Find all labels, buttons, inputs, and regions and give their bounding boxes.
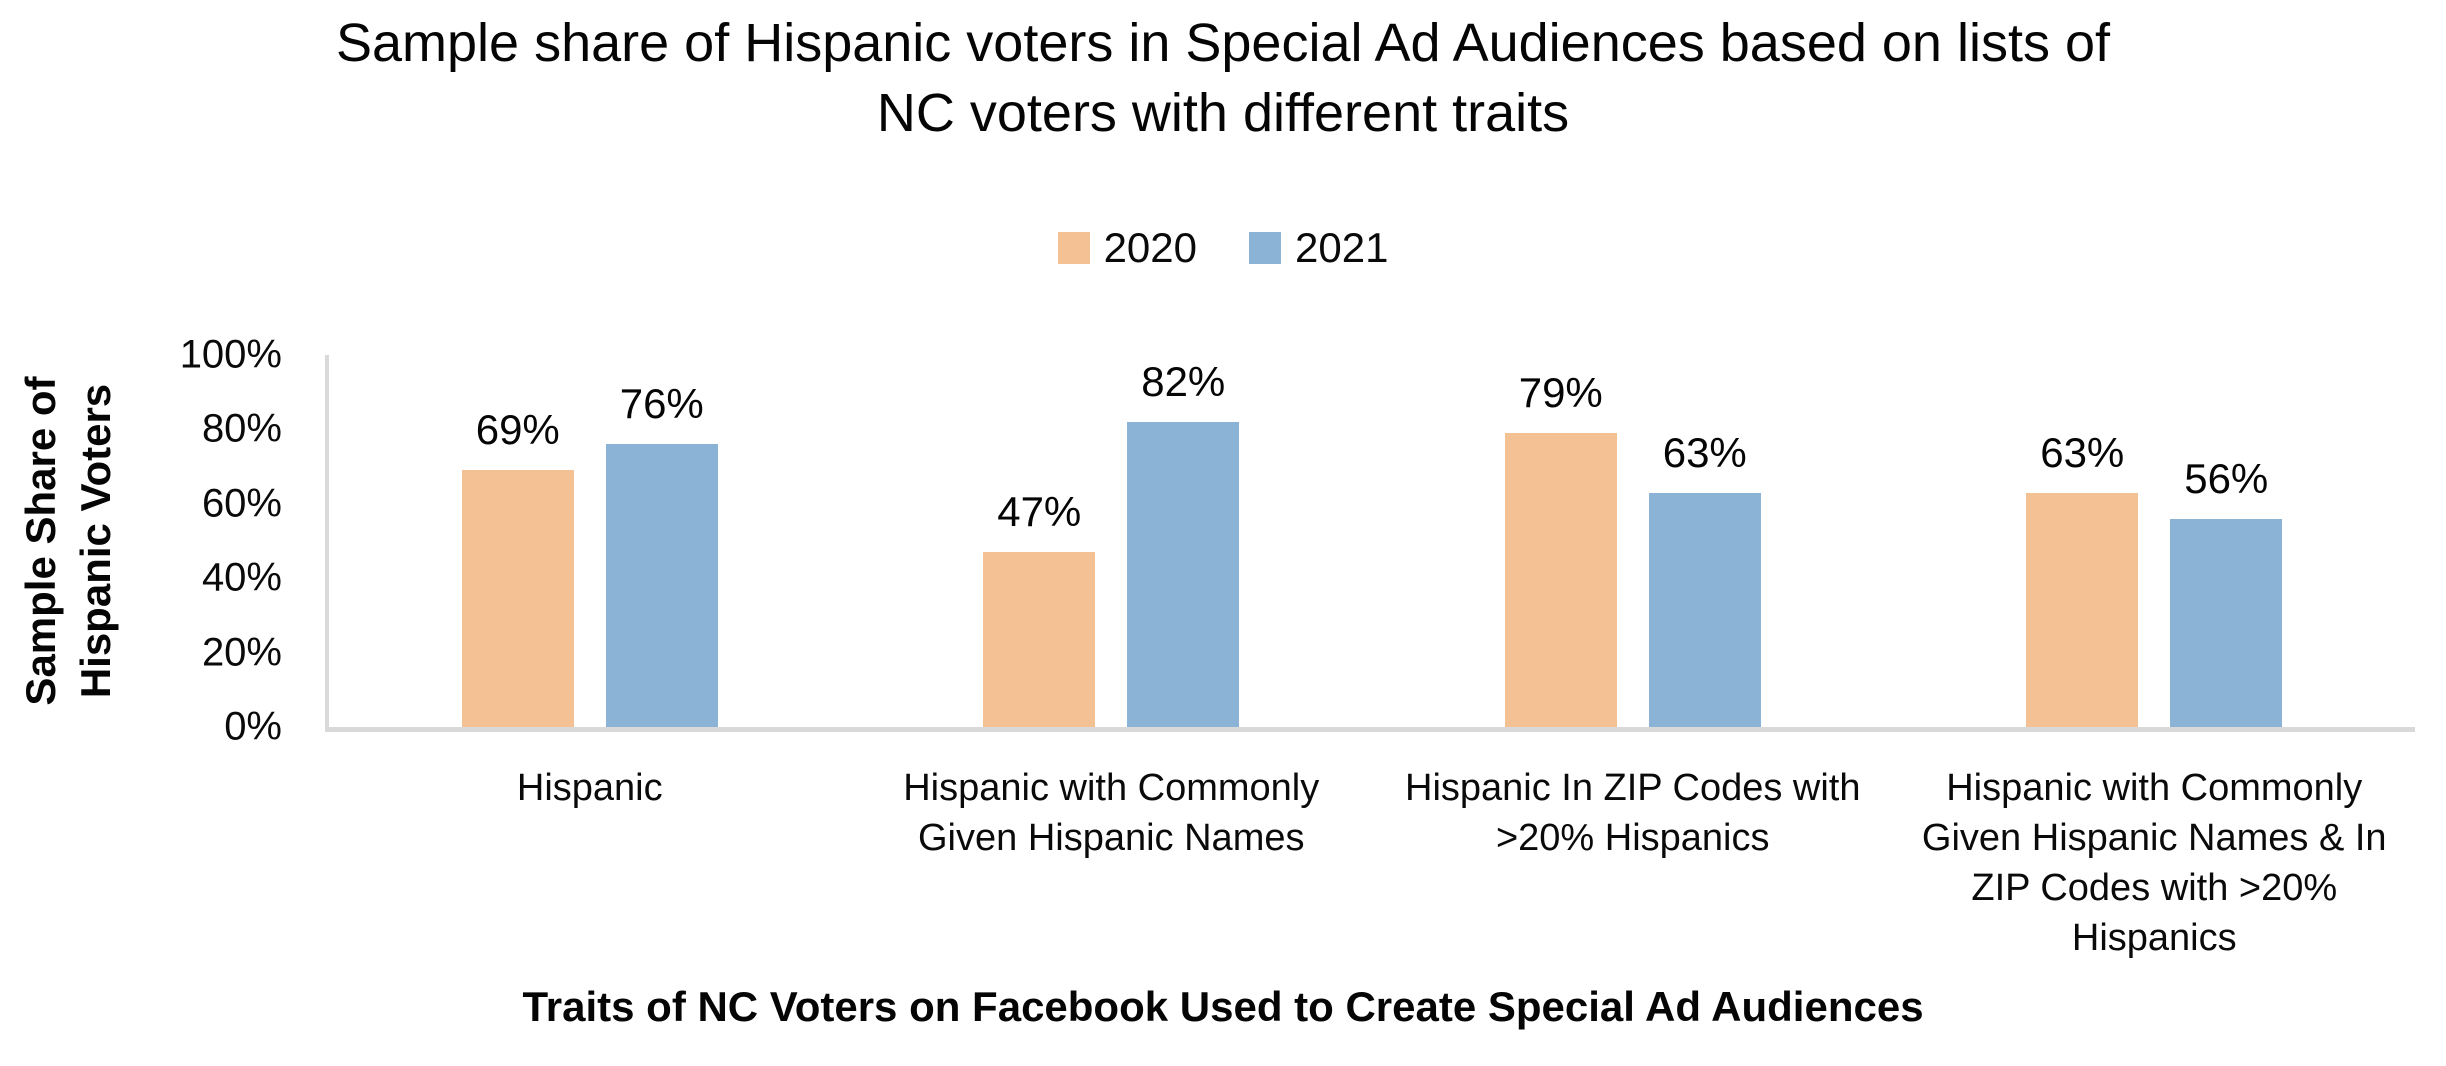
bar-2021-category-3: 56% bbox=[2170, 455, 2283, 727]
chart-title: Sample share of Hispanic voters in Speci… bbox=[335, 13, 2110, 144]
bar-value-label: 56% bbox=[2184, 454, 2269, 502]
legend: 2020 2021 bbox=[0, 224, 2446, 272]
bar-group-2: 79% 63% Hispanic In ZIP Codes with >20% Hi… bbox=[1372, 355, 1894, 859]
plot-area: 69% 76% Hispanic 47% 82% Hispanic with Common… bbox=[325, 355, 2416, 960]
bar-groups: 69% 76% Hispanic 47% 82% Hispanic with Common… bbox=[329, 355, 2416, 960]
y-tick-label: 0% bbox=[224, 704, 282, 749]
bar-value-label: 63% bbox=[2040, 428, 2125, 476]
bar-group-1: 47% 82% Hispanic with Commonly Given Hispa… bbox=[851, 355, 1373, 859]
category-label-3: Hispanic with Commonly Given Hispanic Na… bbox=[1921, 767, 2387, 960]
bar-2021-category-0: 76% bbox=[605, 380, 718, 727]
legend-swatch-2021 bbox=[1249, 232, 1281, 264]
y-tick-label: 60% bbox=[201, 481, 282, 526]
bar-2020-category-3: 63% bbox=[2026, 429, 2139, 727]
bar-2020-category-2: 79% bbox=[1504, 369, 1617, 727]
legend-label-2020: 2020 bbox=[1103, 224, 1197, 271]
legend-swatch-2020 bbox=[1057, 232, 1090, 264]
bar-value-label: 76% bbox=[619, 380, 704, 428]
bar-group-3: 63% 56% Hispanic with Commonly Given Hispa… bbox=[1894, 355, 2416, 960]
category-label-0: Hispanic bbox=[516, 767, 663, 809]
bar-2021-category-2: 63% bbox=[1648, 429, 1761, 727]
bar-2020-category-1: 47% bbox=[983, 488, 1096, 727]
category-label-2: Hispanic In ZIP Codes with >20% Hispanic… bbox=[1405, 767, 1861, 860]
legend-item-2020: 2020 bbox=[1057, 224, 1197, 272]
bar-value-label: 63% bbox=[1662, 428, 1747, 476]
y-tick-label: 100% bbox=[179, 332, 282, 377]
bar-2020-category-0: 69% bbox=[461, 406, 574, 727]
legend-item-2021: 2021 bbox=[1249, 224, 1388, 272]
y-tick-label: 20% bbox=[201, 630, 282, 675]
bar-2021-category-1: 82% bbox=[1127, 358, 1240, 727]
y-tick-label: 40% bbox=[201, 555, 282, 600]
bar-value-label: 69% bbox=[475, 406, 560, 454]
bar-value-label: 47% bbox=[997, 488, 1082, 536]
bar-value-label: 82% bbox=[1141, 357, 1226, 405]
bar-value-label: 79% bbox=[1518, 369, 1603, 417]
category-label-1: Hispanic with Commonly Given Hispanic Na… bbox=[903, 767, 1320, 860]
x-axis-title: Traits of NC Voters on Facebook Used to … bbox=[522, 983, 1924, 1030]
bar-group-0: 69% 76% Hispanic bbox=[329, 355, 851, 809]
y-axis-tick-labels: 100% 80% 60% 40% 20% 0% bbox=[0, 333, 282, 749]
y-tick-label: 80% bbox=[201, 406, 282, 451]
legend-label-2021: 2021 bbox=[1295, 224, 1389, 271]
